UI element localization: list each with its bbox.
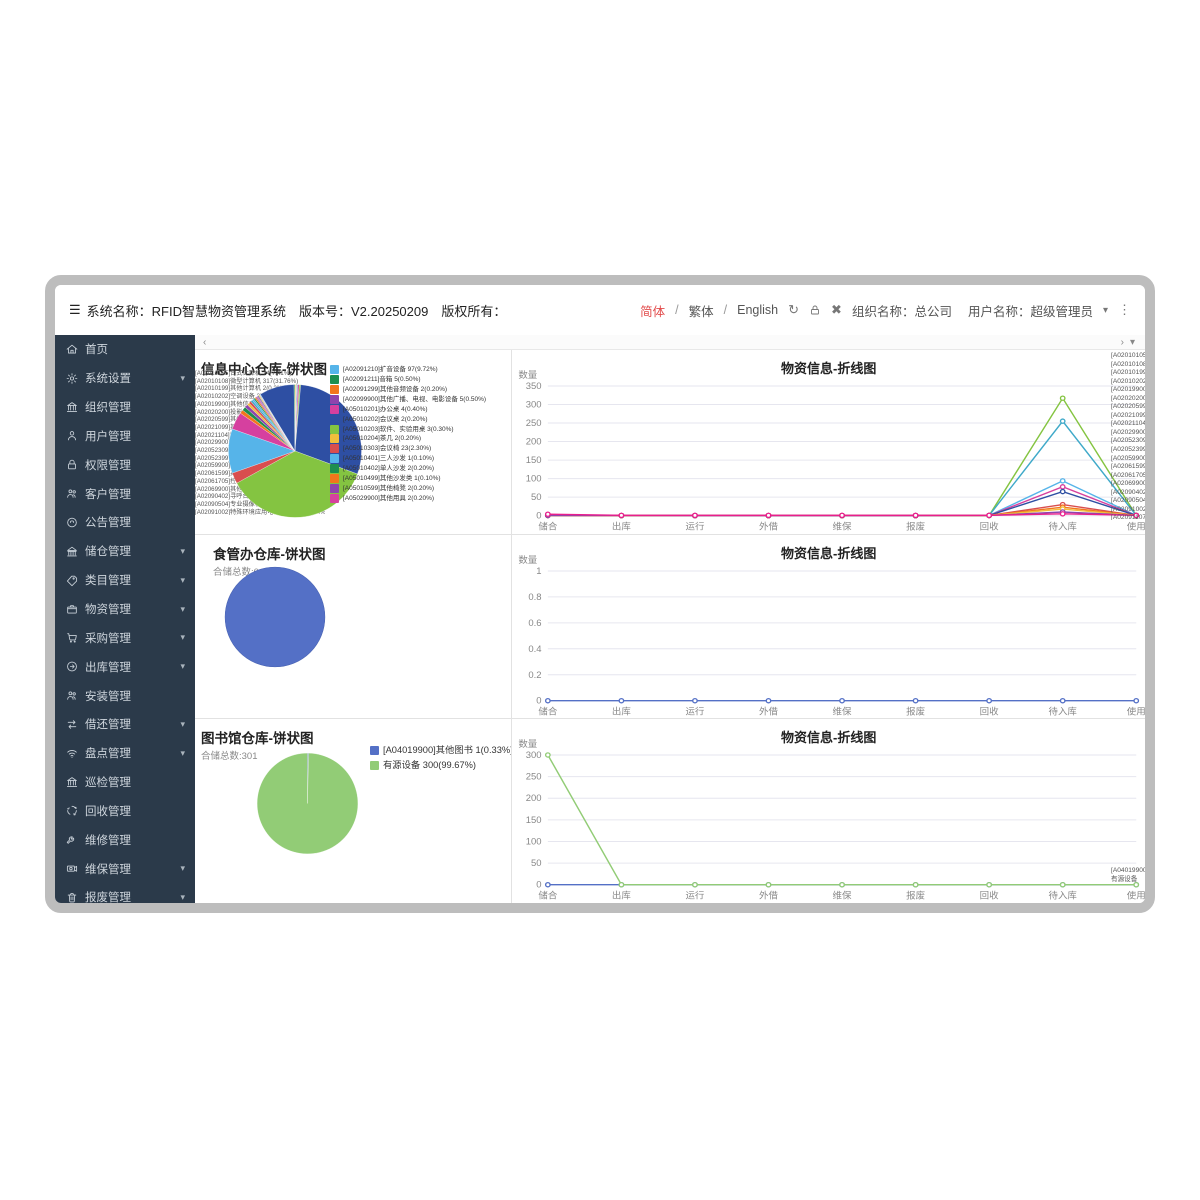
svg-text:待入库: 待入库 [1049, 521, 1077, 532]
svg-text:储合: 储合 [539, 890, 558, 901]
svg-text:250: 250 [526, 772, 542, 782]
svg-text:0: 0 [537, 696, 542, 706]
svg-text:出库: 出库 [612, 706, 631, 717]
svg-text:200: 200 [526, 794, 542, 804]
svg-text:数量: 数量 [519, 369, 538, 380]
svg-text:储合: 储合 [539, 706, 558, 717]
svg-text:维保: 维保 [833, 706, 853, 717]
svg-text:数量: 数量 [519, 739, 538, 750]
svg-text:0: 0 [537, 880, 542, 890]
svg-text:出库: 出库 [612, 890, 631, 901]
svg-text:待入库: 待入库 [1049, 706, 1077, 717]
svg-text:100: 100 [526, 837, 542, 847]
svg-text:使用: 使用 [1127, 706, 1145, 717]
svg-text:报废: 报废 [906, 706, 925, 717]
svg-text:维保: 维保 [833, 890, 853, 901]
svg-text:运行: 运行 [686, 706, 705, 717]
svg-text:200: 200 [526, 437, 542, 447]
svg-text:0.2: 0.2 [529, 670, 542, 680]
svg-text:50: 50 [531, 492, 542, 502]
svg-text:0: 0 [537, 511, 542, 521]
svg-text:外借: 外借 [759, 890, 778, 901]
svg-text:250: 250 [526, 418, 542, 428]
svg-text:0.4: 0.4 [529, 644, 542, 654]
svg-text:运行: 运行 [686, 890, 705, 901]
svg-text:使用: 使用 [1127, 521, 1145, 532]
svg-text:外借: 外借 [759, 706, 778, 717]
svg-text:数量: 数量 [519, 554, 538, 565]
svg-text:150: 150 [526, 815, 542, 825]
svg-text:300: 300 [526, 751, 542, 761]
svg-text:运行: 运行 [686, 521, 705, 532]
svg-text:1: 1 [537, 566, 542, 576]
svg-text:待入库: 待入库 [1049, 890, 1077, 901]
svg-text:报废: 报废 [906, 890, 925, 901]
svg-text:使用: 使用 [1127, 890, 1145, 901]
svg-text:0.6: 0.6 [529, 618, 542, 628]
svg-text:维保: 维保 [833, 521, 853, 532]
svg-text:报废: 报废 [906, 521, 925, 532]
svg-text:150: 150 [526, 455, 542, 465]
svg-text:350: 350 [526, 381, 542, 391]
svg-text:50: 50 [531, 859, 542, 869]
svg-text:回收: 回收 [980, 706, 999, 717]
svg-text:出库: 出库 [612, 521, 631, 532]
svg-text:100: 100 [526, 474, 542, 484]
svg-text:0.8: 0.8 [529, 592, 542, 602]
svg-text:回收: 回收 [980, 890, 999, 901]
svg-text:回收: 回收 [980, 521, 999, 532]
svg-text:300: 300 [526, 400, 542, 410]
svg-text:外借: 外借 [759, 521, 778, 532]
svg-text:储合: 储合 [539, 521, 558, 532]
